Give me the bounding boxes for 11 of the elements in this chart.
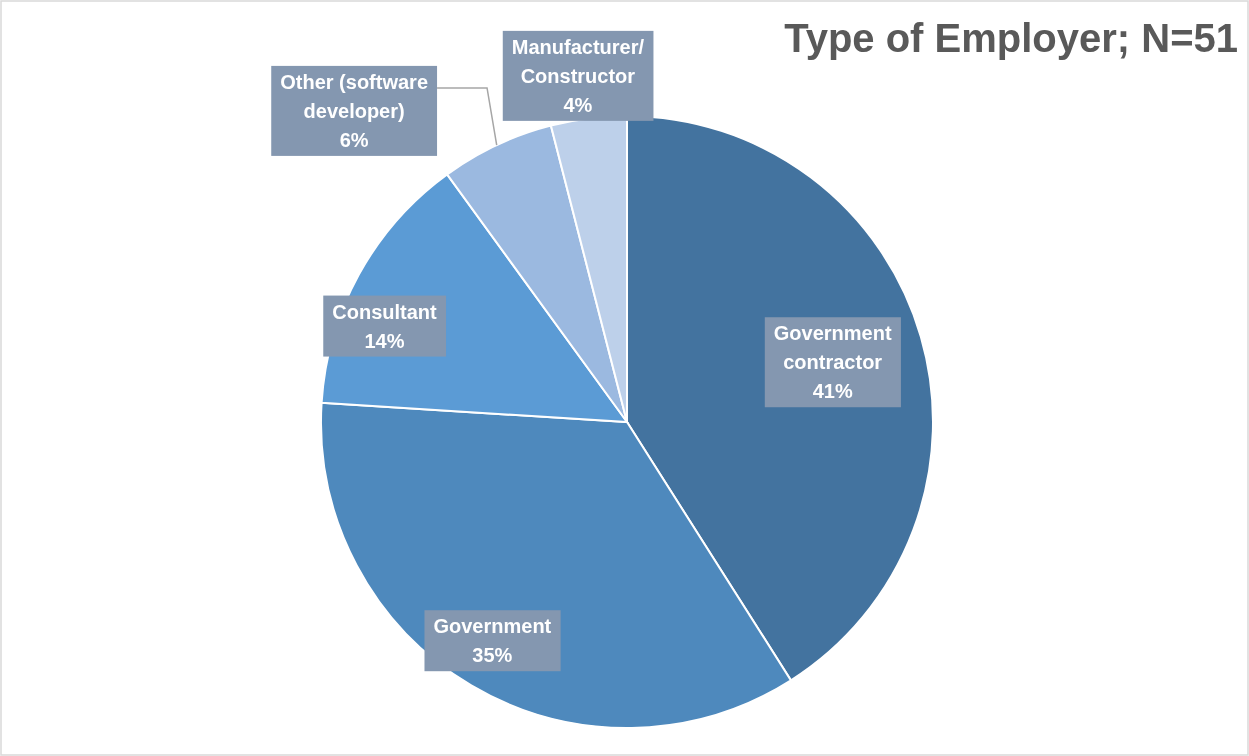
slice-label: Consultant (332, 300, 438, 323)
slice-label: Government (433, 615, 552, 638)
data-label: 41% (812, 380, 853, 403)
chart-title: Type of Employer; N=51 (784, 16, 1238, 60)
slice-label: Government contractor (773, 322, 892, 374)
data-label: 14% (364, 329, 405, 352)
data-label: 4% (563, 93, 593, 116)
data-label: 35% (472, 644, 513, 667)
slice-label: Manufacturer/ Constructor (511, 35, 645, 87)
slice-label: Other (software developer) (280, 70, 429, 122)
data-label: 6% (339, 128, 369, 151)
